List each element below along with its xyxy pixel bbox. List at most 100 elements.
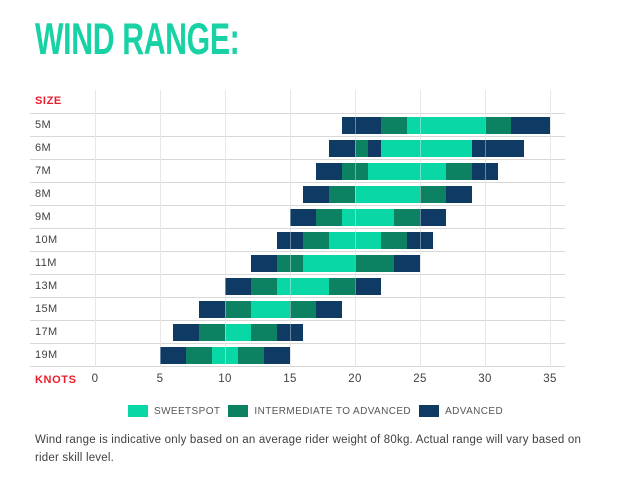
knots-axis-label: KNOTS [35, 374, 77, 386]
bar-segment-advanced [199, 301, 225, 318]
bar-track [95, 298, 565, 320]
bar-segment-intermediate [238, 347, 264, 364]
bar-track [95, 206, 565, 228]
bar-segment-advanced [251, 255, 277, 272]
knots-tick-label: 10 [218, 373, 232, 385]
knots-tick-label: 20 [348, 373, 362, 385]
size-label: 5M [35, 119, 52, 131]
chart-row-5m: 5M [30, 113, 565, 136]
bar-segment-advanced [225, 278, 251, 295]
bar-track [95, 160, 565, 182]
wind-range-chart: SIZE 5M 6M 7M 8M 9M 10M 11M 13M 15M 17M 19M KNOTS … [30, 90, 565, 393]
bar-track [95, 275, 565, 297]
gridline-10-knots [225, 90, 226, 367]
bar-segment-intermediate [186, 347, 212, 364]
page-title: WIND RANGE: [35, 14, 240, 64]
legend-swatch-advanced [419, 405, 440, 417]
bar-segment-intermediate [394, 209, 420, 226]
bar-segment-intermediate [329, 186, 355, 203]
bar-segment-sweetspot [212, 347, 238, 364]
chart-row-7m: 7M [30, 159, 565, 182]
gridline-5-knots [160, 90, 161, 367]
bar-segment-advanced [316, 163, 342, 180]
chart-row-10m: 10M [30, 228, 565, 251]
bar-segment-advanced [472, 140, 524, 157]
chart-row-19m: 19M [30, 343, 565, 366]
bar-segment-advanced [368, 140, 381, 157]
bar-segment-sweetspot [329, 232, 381, 249]
bar-segment-sweetspot [303, 255, 355, 272]
legend-item-intermediate: INTERMEDIATE TO ADVANCED [228, 405, 411, 417]
bar-segment-intermediate [381, 232, 407, 249]
bar-segment-advanced [329, 140, 355, 157]
size-label: 9M [35, 211, 52, 223]
bar-segment-intermediate [199, 324, 225, 341]
knots-tick-label: 15 [283, 373, 297, 385]
size-label: 13M [35, 280, 58, 292]
bar-segment-intermediate [355, 255, 394, 272]
bar-segment-intermediate [290, 301, 316, 318]
knots-tick-label: 35 [543, 373, 557, 385]
bar-segment-advanced [446, 186, 472, 203]
bar-segment-sweetspot [342, 209, 394, 226]
bar-track [95, 344, 565, 366]
bar-track [95, 137, 565, 159]
bar-segment-sweetspot [251, 301, 290, 318]
chart-row-6m: 6M [30, 136, 565, 159]
legend-label: SWEETSPOT [154, 405, 221, 417]
gridline-0-knots [95, 90, 96, 367]
gridline-25-knots [420, 90, 421, 367]
knots-tick-label: 0 [91, 373, 99, 385]
size-label: 7M [35, 165, 52, 177]
bar-segment-advanced [160, 347, 186, 364]
bar-segment-sweetspot [225, 324, 251, 341]
chart-header-row: SIZE [30, 90, 565, 113]
legend-label: INTERMEDIATE TO ADVANCED [254, 405, 412, 417]
gridline-15-knots [290, 90, 291, 367]
legend-swatch-sweetspot [128, 405, 148, 417]
gridline-35-knots [550, 90, 551, 367]
bar-track [95, 252, 565, 274]
legend: SWEETSPOT INTERMEDIATE TO ADVANCED ADVANCE… [128, 405, 511, 417]
bar-segment-advanced [316, 301, 342, 318]
gridline-20-knots [355, 90, 356, 367]
size-label: 11M [35, 257, 57, 269]
chart-rows: 5M 6M 7M 8M 9M 10M 11M 13M 15M 17M 19M [30, 113, 565, 367]
legend-swatch-intermediate [228, 405, 249, 417]
chart-row-17m: 17M [30, 320, 565, 343]
bar-segment-advanced [511, 117, 550, 134]
bar-segment-intermediate [381, 117, 407, 134]
bar-segment-advanced [355, 278, 381, 295]
legend-item-sweetspot: SWEETSPOT [128, 405, 220, 417]
bar-segment-sweetspot [381, 140, 472, 157]
chart-row-11m: 11M [30, 251, 565, 274]
bar-segment-intermediate [251, 278, 277, 295]
bar-segment-intermediate [277, 255, 303, 272]
bar-segment-sweetspot [277, 278, 329, 295]
bar-segment-advanced [420, 209, 446, 226]
bar-segment-advanced [264, 347, 290, 364]
bar-segment-advanced [277, 232, 303, 249]
bar-segment-intermediate [316, 209, 342, 226]
bar-segment-intermediate [420, 186, 446, 203]
legend-item-advanced: ADVANCED [419, 405, 503, 417]
bar-segment-intermediate [225, 301, 251, 318]
footnote-text: Wind range is indicative only based on a… [35, 434, 582, 464]
size-label: 10M [35, 234, 58, 246]
size-label: 6M [35, 142, 52, 154]
bar-segment-intermediate [342, 163, 368, 180]
bar-track [95, 183, 565, 205]
bar-segment-sweetspot [355, 186, 420, 203]
bar-segment-intermediate [485, 117, 511, 134]
chart-row-9m: 9M [30, 205, 565, 228]
legend-label: ADVANCED [445, 405, 504, 417]
bar-segment-advanced [394, 255, 420, 272]
bar-segment-advanced [407, 232, 433, 249]
chart-row-8m: 8M [30, 182, 565, 205]
knots-tick-label: 30 [478, 373, 492, 385]
bar-segment-advanced [173, 324, 199, 341]
size-label: 19M [35, 349, 58, 361]
bar-segment-intermediate [446, 163, 472, 180]
size-label: 15M [35, 303, 58, 315]
